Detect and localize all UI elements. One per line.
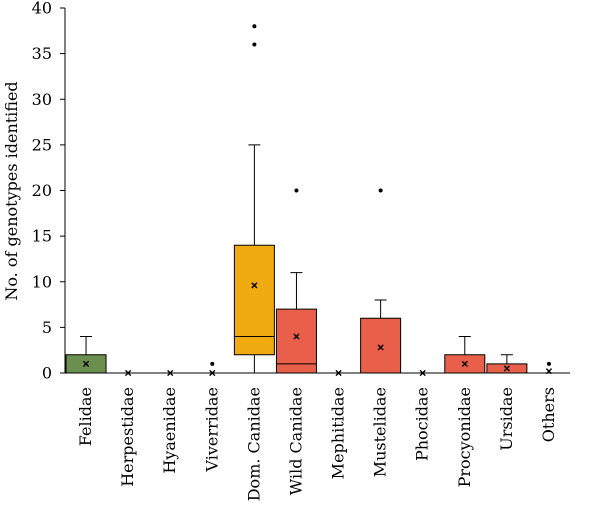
box-mustelidae [360,188,402,374]
y-tick-label: 5 [42,318,52,337]
box-wild-canidae [275,188,317,374]
box-viverridae [209,361,216,377]
box-body [360,317,402,374]
y-tick-label: 40 [32,0,52,18]
x-category-label: Viverridae [202,387,221,473]
outlier-point [210,361,215,366]
mean-marker [251,282,258,289]
y-axis-title: No. of genotypes identified [2,81,21,300]
x-category-label: Others [539,387,558,442]
box-procyonidae [444,336,486,374]
y-tick-label: 30 [32,90,52,109]
box-others [545,361,553,375]
outlier-point [378,188,383,193]
mean-marker [503,365,510,372]
x-category-label: Hyaenidae [160,387,179,474]
box-body [275,308,317,374]
x-axis: Felidae Herpestidae Hyaenidae Viverridae Dom… [65,372,570,501]
outlier-point [252,42,257,47]
outlier-point [546,361,551,366]
x-category-label: Mustelidae [371,387,390,477]
x-category-label: Felidae [76,387,95,446]
x-category-label: Dom. Canidae [244,387,263,501]
box-dom-canidae [233,24,275,373]
outlier-point [252,24,257,29]
y-tick-label: 10 [32,272,52,291]
x-category-label: Procyonidae [455,387,474,487]
mean-marker [377,344,384,351]
y-axis: 0 5 10 15 20 25 30 35 40 [32,0,66,383]
y-tick-label: 0 [42,364,52,383]
y-tick-label: 20 [32,181,52,200]
y-tick-label: 15 [32,227,52,246]
y-tick-label: 25 [32,135,52,154]
outlier-point [294,188,299,193]
mean-marker [293,333,300,340]
box-felidae [65,336,107,374]
box-ursidae [486,354,528,374]
x-category-label: Wild Canidae [286,387,305,495]
x-category-label: Phocidae [413,387,432,461]
mean-marker [461,360,468,367]
boxes [65,24,553,377]
x-category-label: Mephitidae [329,387,348,479]
x-category-label: Herpestidae [118,387,137,487]
mean-marker [82,360,90,367]
y-tick-label: 35 [32,44,52,63]
box-body [233,244,275,356]
x-category-label: Ursidae [497,387,516,451]
